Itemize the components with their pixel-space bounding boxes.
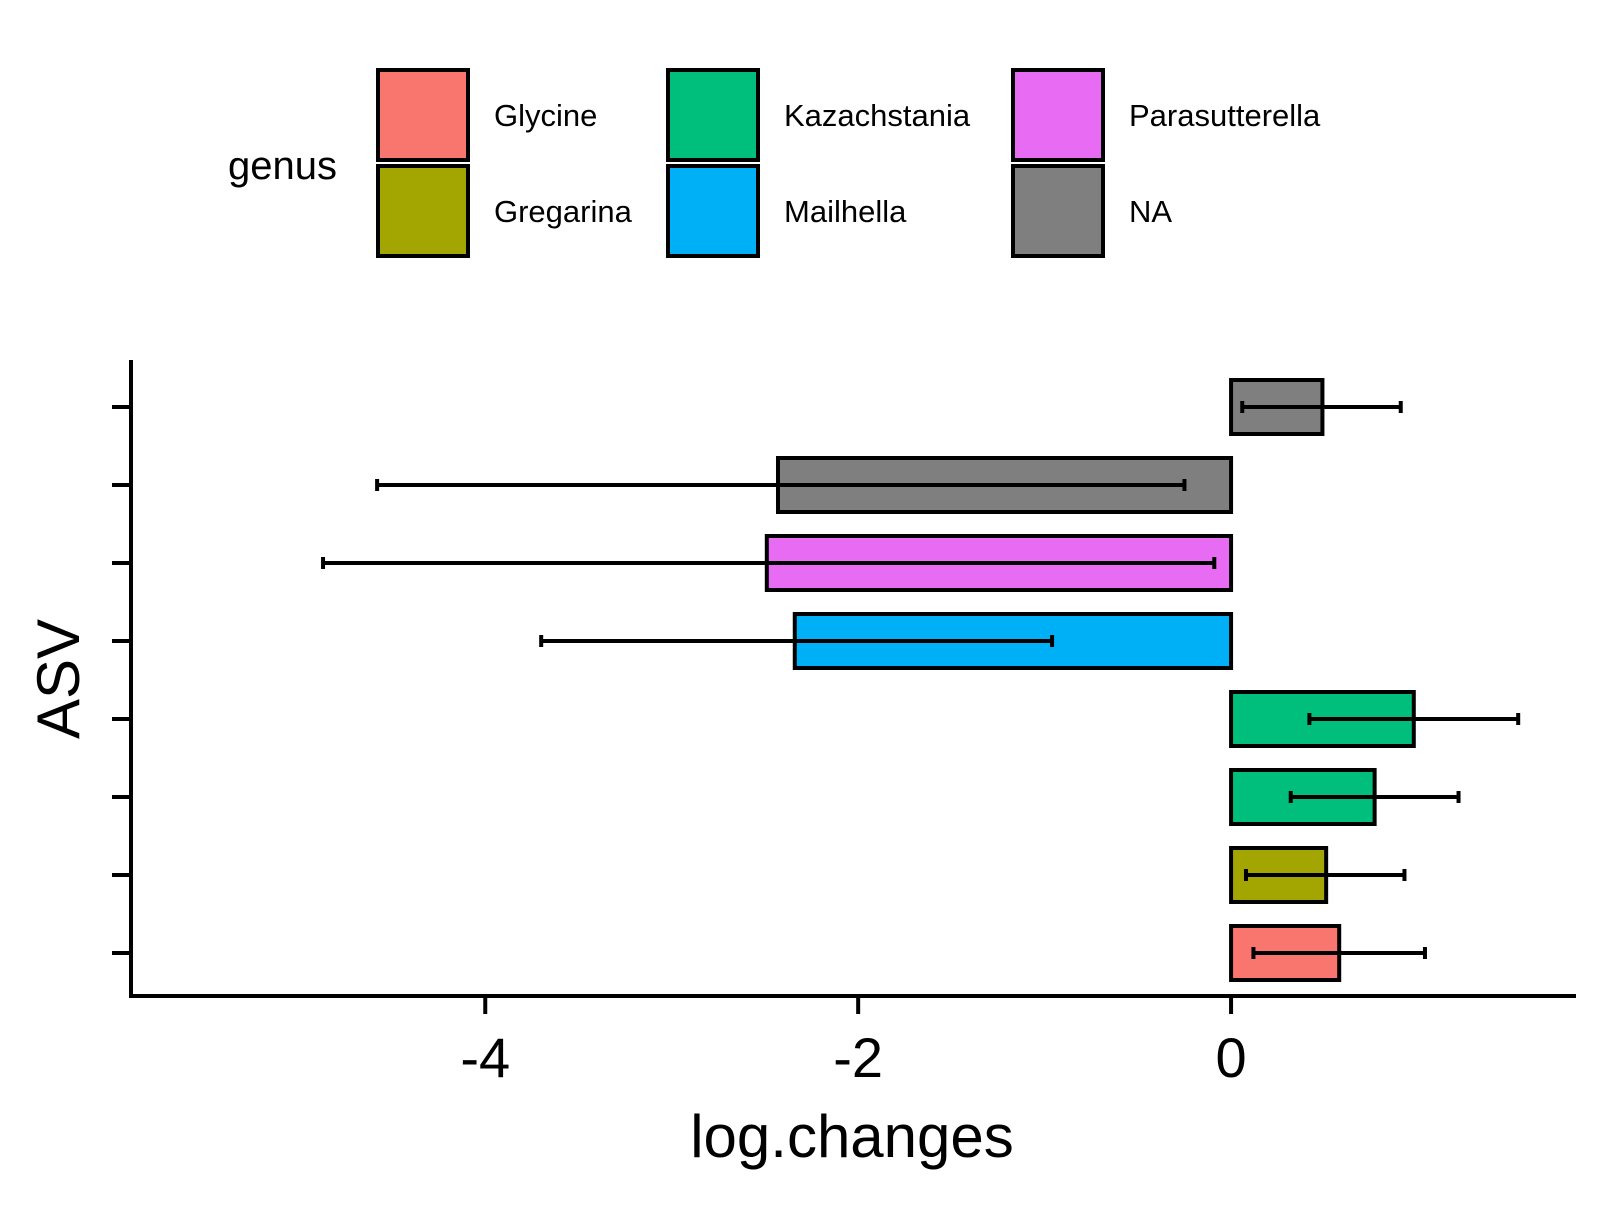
legend-key-kazachstania [666,68,760,162]
legend: genus Glycine Gregarina Kazachstania Mailhe… [228,68,1321,258]
legend-label-kazachstania: Kazachstania [784,98,971,133]
legend-label-na: NA [1129,194,1172,229]
legend-key-parasutterella [1011,68,1105,162]
x-tick-label-3: 0 [1215,1026,1246,1089]
x-tick-label-1: -4 [460,1026,510,1089]
legend-label-parasutterella: Parasutterella [1129,98,1321,133]
legend-key-mailhella [666,164,760,258]
legend-label-gregarina: Gregarina [494,194,633,229]
x-tick-label-2: -2 [833,1026,883,1089]
axes: log.changes ASV -4 -2 0 [25,360,1576,1170]
legend-key-gregarina [376,164,470,258]
legend-key-na [1011,164,1105,258]
legend-label-glycine: Glycine [494,98,597,133]
y-axis-title: ASV [25,619,92,739]
x-axis-title: log.changes [690,1103,1014,1170]
legend-label-mailhella: Mailhella [784,194,907,229]
legend-title: genus [228,144,337,188]
legend-key-glycine [376,68,470,162]
bars [321,378,1521,982]
